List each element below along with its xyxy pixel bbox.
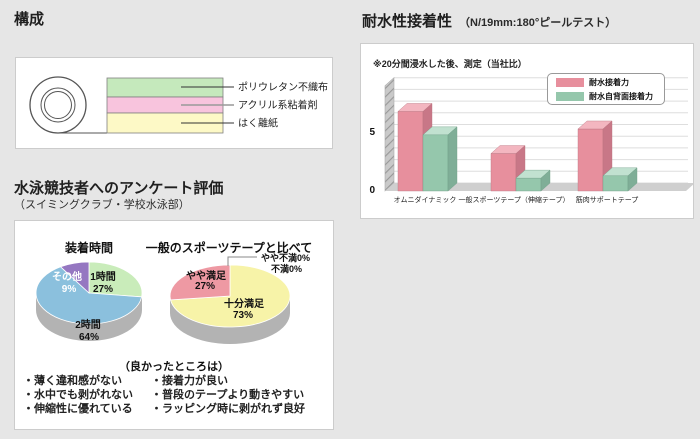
bar-front [602,175,629,192]
section-title-survey: 水泳競技者へのアンケート評価 [14,180,224,197]
pie-slice-label: 十分満足 [224,297,265,310]
pie-slice-label: やや満足 [186,269,227,282]
pie-slice-value: 73% [233,310,253,321]
pie-slice [169,264,231,301]
layer-label-acrylic: アクリル系粘着剤 [238,99,318,112]
tape-roll-core [44,91,72,119]
bar-front [397,111,424,192]
tape-roll-outer [29,76,87,134]
pie-zero-label: 不満0% [271,263,302,274]
bar-side [540,169,551,192]
bar-front [490,153,517,192]
layer-label-polyurethane: ポリウレタン不織布 [238,81,328,94]
section-title-adhesion: 耐水性接着性 [362,13,453,30]
pie-slice-label: 2時間 [75,318,101,331]
layer-label-release: はく離紙 [238,117,278,130]
pie-side [170,296,290,344]
pie-slice [35,266,143,325]
section-title-adhesion-row: 耐水性接着性 （N/19mm:180°ピールテスト） [362,10,616,31]
pie-slice [59,261,90,294]
tape-roll-ring [40,87,76,123]
good-point-item: ・ラッピング時に剥がれず良好 [151,403,305,415]
legend-swatch-pink [556,77,584,87]
bar-front [577,128,604,192]
good-point-item: ・普段のテープより動きやすい [151,389,305,401]
callout-line [227,256,257,266]
legend: 耐水接着力 耐水自背面接着力 [547,73,665,105]
pie-side [36,293,142,341]
pie-slice-value: 64% [79,332,99,343]
legend-swatch-green [556,91,584,101]
legend-row-backing-adhesion: 耐水自背面接着力 [556,91,664,102]
category-label-general: 一般スポーツテープ（伸縮テープ） [458,197,570,204]
legend-label-backing-adhesion: 耐水自背面接着力 [589,91,653,101]
adhesion-bar-chart [384,77,693,192]
bar-front [515,177,542,192]
section-title-adhesion-note: （N/19mm:180°ピールテスト） [459,17,617,29]
adhesion-panel: ※20分間浸水した後、測定（当社比） 0 5 オムニダイナミック 一般スポーツテ… [360,43,694,219]
category-label-omni: オムニダイナミック [393,197,457,204]
section-subtitle-survey: （スイミングクラブ・学校水泳部） [14,199,190,211]
pie-slice [88,261,143,298]
good-points-title: （良かったところは） [119,361,229,373]
good-point-item: ・水中でも剥がれない [23,389,133,401]
bar-side [447,126,458,192]
section-title-composition: 構成 [14,11,45,28]
pie-slice-value: 27% [195,281,215,292]
pie-slice-value: 9% [62,284,77,295]
pie2-title: 一般のスポーツテープと比べて [145,241,313,255]
survey-pie-charts: 1時間27%2時間64%その他9%十分満足73%やや満足27%やや不満0%不満0… [35,252,310,344]
pie-zero-label: やや不満0% [261,252,310,263]
legend-row-water-adhesion: 耐水接着力 [556,77,664,88]
good-points-right: ・接着力が良い ・普段のテープより動きやすい ・ラッピング時に剥がれず良好 [151,374,305,416]
bar-side [627,167,638,192]
bar-front [422,134,449,192]
category-label-muscle: 筋肉サポートテープ [575,197,639,204]
composition-diagram: ポリウレタン不織布 アクリル系粘着剤 はく離紙 [29,76,328,134]
pie-slice-label: 1時間 [90,270,116,283]
chart-note: ※20分間浸水した後、測定（当社比） [373,59,527,69]
survey-panel: 1時間 27% 2時間 64% その他 9% 十分満足 73% やや満足 27% やや不満0% 不満0… [14,220,334,430]
legend-label-water-adhesion: 耐水接着力 [589,77,629,87]
y-tick-0: 0 [369,185,375,196]
pie-slice-value: 27% [93,284,113,295]
pie-slice-label: その他 [52,270,82,283]
good-point-item: ・接着力が良い [151,375,228,387]
y-axis-wall [384,77,395,192]
good-point-item: ・薄く違和感がない [23,375,122,387]
good-point-item: ・伸縮性に優れている [23,403,133,415]
pie1-title: 装着時間 [64,241,114,255]
composition-panel: ポリウレタン不織布 アクリル系粘着剤 はく離紙 [15,57,333,149]
y-tick-5: 5 [369,127,375,138]
good-points-left: ・薄く違和感がない ・水中でも剥がれない ・伸縮性に優れている [23,374,133,416]
